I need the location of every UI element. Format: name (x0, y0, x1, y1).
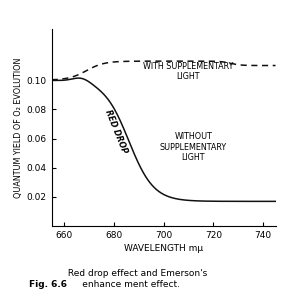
Y-axis label: QUANTUM YIELD OF O₂ EVOLUTION: QUANTUM YIELD OF O₂ EVOLUTION (13, 57, 22, 198)
Text: RED DROP: RED DROP (104, 108, 129, 155)
Text: WITH SUPPLEMENTARY
LIGHT: WITH SUPPLEMENTARY LIGHT (143, 62, 234, 81)
X-axis label: WAVELENGTH mμ: WAVELENGTH mμ (124, 244, 203, 253)
Text: Red drop effect and Emerson's
      enhance ment effect.: Red drop effect and Emerson's enhance me… (65, 269, 207, 289)
Text: Fig. 6.6: Fig. 6.6 (29, 280, 67, 289)
Text: WITHOUT
SUPPLEMENTARY
LIGHT: WITHOUT SUPPLEMENTARY LIGHT (160, 133, 227, 162)
